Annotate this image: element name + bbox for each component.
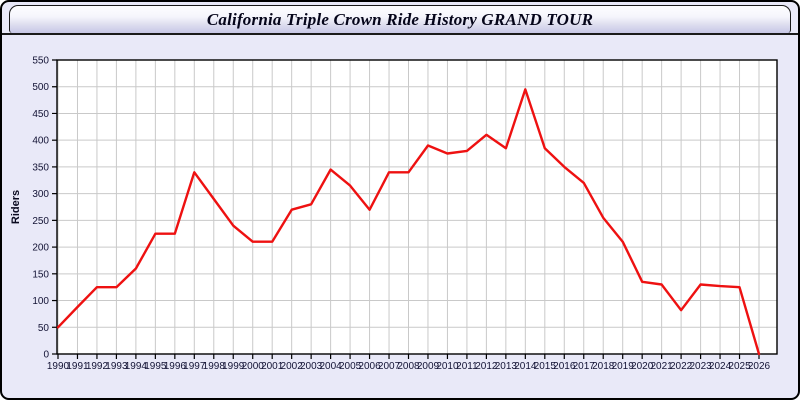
x-tick-label: 2026 [748, 361, 771, 372]
x-tick-label: 2013 [495, 361, 518, 372]
x-tick-label: 1992 [86, 361, 109, 372]
y-tick-label: 100 [32, 296, 49, 307]
x-tick-label: 2006 [358, 361, 381, 372]
x-tick-label: 2019 [612, 361, 635, 372]
x-tick-label: 2023 [689, 361, 712, 372]
y-tick-label: 400 [32, 136, 49, 147]
x-tick-label: 2002 [281, 361, 304, 372]
x-tick-label: 1996 [164, 361, 187, 372]
x-tick-label: 2015 [534, 361, 557, 372]
x-tick-label: 1993 [105, 361, 128, 372]
x-tick-label: 1997 [183, 361, 206, 372]
y-tick-label: 450 [32, 109, 49, 120]
header: California Triple Crown Ride History GRA… [2, 2, 798, 35]
x-tick-label: 2024 [709, 361, 732, 372]
x-tick-label: 2004 [319, 361, 342, 372]
x-tick-label: 2009 [417, 361, 440, 372]
y-tick-label: 500 [32, 82, 49, 93]
x-tick-label: 2016 [553, 361, 576, 372]
x-tick-label: 2001 [261, 361, 284, 372]
y-tick-label: 200 [32, 243, 49, 254]
title-banner: California Triple Crown Ride History GRA… [9, 5, 791, 33]
y-tick-label: 550 [32, 56, 49, 67]
x-tick-label: 2020 [631, 361, 654, 372]
x-tick-label: 2011 [456, 361, 478, 372]
x-tick-label: 1999 [222, 361, 245, 372]
y-axis-title: Riders [10, 190, 22, 224]
plot-area [57, 60, 777, 354]
x-tick-label: 2014 [514, 361, 537, 372]
x-tick-label: 2021 [651, 361, 674, 372]
y-tick-label: 150 [32, 269, 49, 280]
x-tick-label: 2007 [378, 361, 401, 372]
x-tick-label: 2003 [300, 361, 323, 372]
y-tick-label: 300 [32, 189, 49, 200]
x-tick-label: 2022 [670, 361, 693, 372]
x-tick-label: 1998 [203, 361, 226, 372]
x-tick-label: 2010 [436, 361, 459, 372]
y-tick-label: 50 [38, 323, 50, 334]
y-tick-label: 350 [32, 162, 49, 173]
x-tick-label: 2008 [397, 361, 420, 372]
x-tick-label: 1991 [66, 361, 89, 372]
riders-series-line [56, 88, 761, 356]
x-tick-label: 2005 [339, 361, 362, 372]
x-tick-label: 1990 [47, 361, 70, 372]
y-tick-label: 0 [43, 350, 49, 361]
page-title: California Triple Crown Ride History GRA… [206, 9, 594, 29]
plot-border [56, 59, 778, 355]
x-tick-label: 2017 [573, 361, 596, 372]
x-tick-label: 2012 [475, 361, 498, 372]
x-tick-label: 2018 [592, 361, 615, 372]
x-tick-label: 2025 [728, 361, 751, 372]
x-tick-label: 1995 [144, 361, 167, 372]
y-tick-label: 250 [32, 216, 49, 227]
x-tick-label: 1994 [125, 361, 148, 372]
x-tick-label: 2000 [242, 361, 265, 372]
